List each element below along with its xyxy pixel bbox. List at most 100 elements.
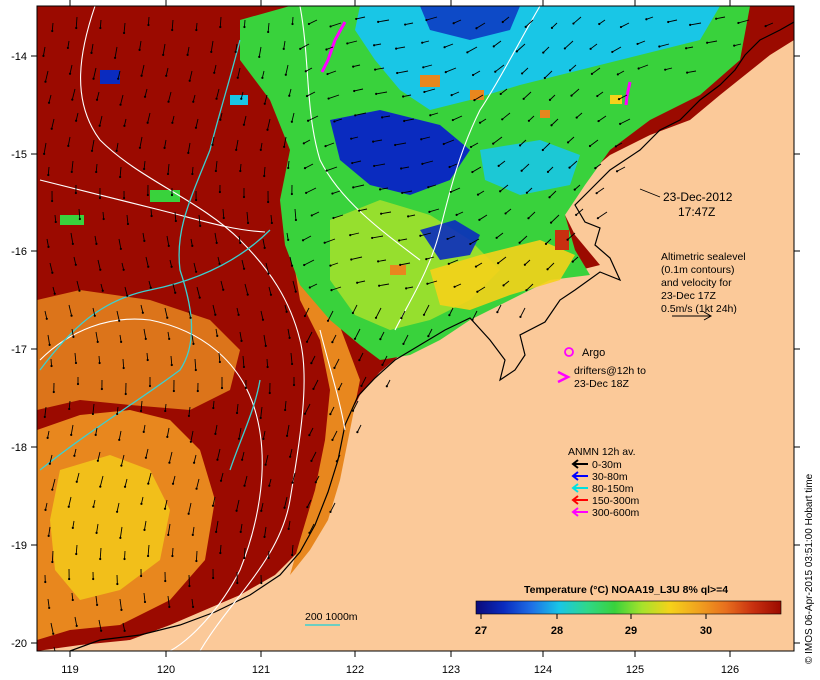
velocity-arrow <box>576 112 583 118</box>
velocity-arrow-head <box>146 121 149 124</box>
velocity-arrow-head <box>95 242 98 245</box>
velocity-arrow-head <box>476 193 480 196</box>
velocity-arrow-head <box>126 294 129 297</box>
date-line2: 17:47Z <box>678 205 715 219</box>
anmn-item-label: 0-30m <box>592 459 622 471</box>
velocity-arrow <box>326 46 334 50</box>
velocity-arrow-head <box>236 76 239 79</box>
velocity-arrow-head <box>455 213 458 216</box>
velocity-arrow <box>118 238 122 249</box>
velocity-arrow-head <box>98 196 102 200</box>
velocity-arrow <box>572 256 579 262</box>
velocity-arrow-head <box>308 286 311 289</box>
velocity-arrow-head <box>67 144 70 147</box>
velocity-arrow-head <box>371 236 374 240</box>
velocity-arrow-head <box>305 94 309 98</box>
velocity-arrow <box>191 598 194 607</box>
velocity-arrow-head <box>614 145 617 148</box>
velocity-arrow <box>285 64 289 75</box>
velocity-arrow <box>686 46 694 49</box>
velocity-arrow-head <box>262 437 265 440</box>
lon-tick-label: 126 <box>721 664 739 676</box>
longitude-axis: 119 120 121 122 123 124 125 126 <box>61 0 739 676</box>
velocity-arrow-head <box>171 121 174 124</box>
velocity-arrow-head <box>645 18 648 21</box>
velocity-arrow-head <box>174 291 177 294</box>
velocity-arrow <box>164 307 168 318</box>
velocity-arrow <box>235 43 238 52</box>
velocity-arrow <box>214 424 218 434</box>
velocity-arrow <box>268 286 272 295</box>
velocity-arrow <box>68 496 72 507</box>
velocity-arrow <box>659 43 670 47</box>
velocity-arrow <box>51 22 54 32</box>
velocity-arrow <box>189 70 193 81</box>
velocity-arrow-head <box>219 25 222 29</box>
velocity-arrow <box>454 283 462 288</box>
velocity-arrow-head <box>71 242 74 245</box>
velocity-arrow-head <box>550 26 554 29</box>
velocity-arrow <box>374 163 386 167</box>
velocity-arrow <box>399 238 408 241</box>
velocity-arrow-head <box>68 72 72 75</box>
velocity-arrow <box>164 139 167 148</box>
velocity-arrow-head <box>117 77 120 80</box>
velocity-arrow-head <box>119 247 122 250</box>
velocity-arrow <box>263 166 266 177</box>
velocity-arrow-head <box>246 221 250 225</box>
velocity-arrow-head <box>524 25 527 28</box>
velocity-arrow <box>283 136 287 147</box>
velocity-arrow <box>450 187 461 193</box>
velocity-arrow <box>330 502 336 513</box>
velocity-arrow <box>284 400 287 411</box>
velocity-arrow-head <box>492 142 495 145</box>
velocity-arrow <box>217 448 221 460</box>
velocity-arrow <box>476 22 486 29</box>
velocity-arrow-head <box>259 416 262 420</box>
velocity-arrow <box>304 163 314 169</box>
velocity-arrow-head <box>523 263 526 266</box>
velocity-arrow-head <box>241 458 244 461</box>
velocity-arrow <box>196 478 200 489</box>
velocity-arrow-head <box>192 461 196 464</box>
velocity-arrow-head <box>164 579 167 583</box>
velocity-arrow-head <box>150 214 153 218</box>
velocity-arrow <box>43 142 47 154</box>
lat-tick-label: -16 <box>11 246 27 258</box>
velocity-arrow <box>304 307 310 317</box>
velocity-arrow-head <box>395 47 398 50</box>
anmn-title: ANMN 12h av. <box>568 446 636 458</box>
velocity-arrow <box>428 184 437 188</box>
velocity-arrow <box>354 328 361 340</box>
velocity-arrow-head <box>331 438 334 442</box>
velocity-arrow <box>307 115 319 122</box>
velocity-arrow <box>496 304 502 313</box>
velocity-arrow-head <box>215 530 218 533</box>
ocean-blue-streak <box>420 220 480 260</box>
velocity-arrow <box>217 256 221 264</box>
velocity-arrow-head <box>242 365 246 369</box>
velocity-arrow-head <box>733 44 736 47</box>
velocity-arrow <box>352 400 359 412</box>
altimetry-line1: Altimetric sealevel <box>661 251 746 263</box>
velocity-arrow-head <box>123 629 126 632</box>
velocity-arrow <box>707 40 718 44</box>
velocity-arrow-head <box>51 560 54 564</box>
velocity-arrow <box>123 22 126 33</box>
velocity-arrow <box>97 259 101 270</box>
velocity-arrow <box>376 91 388 95</box>
ocean-cyan-streak <box>480 140 580 195</box>
velocity-arrow-head <box>541 148 544 152</box>
anmn-item-label: 80-150m <box>592 483 634 495</box>
velocity-arrow-head <box>421 41 424 44</box>
velocity-arrow-head <box>546 170 550 173</box>
velocity-arrow <box>287 328 291 338</box>
velocity-arrow <box>146 352 149 361</box>
argo-circle-icon <box>564 347 574 357</box>
velocity-arrow <box>408 214 416 217</box>
velocity-arrow-head <box>168 461 171 464</box>
velocity-arrow-head <box>267 556 270 560</box>
anmn-item-label: 150-300m <box>592 495 640 507</box>
velocity-arrow-head <box>290 120 293 123</box>
velocity-arrow-head <box>573 188 576 191</box>
